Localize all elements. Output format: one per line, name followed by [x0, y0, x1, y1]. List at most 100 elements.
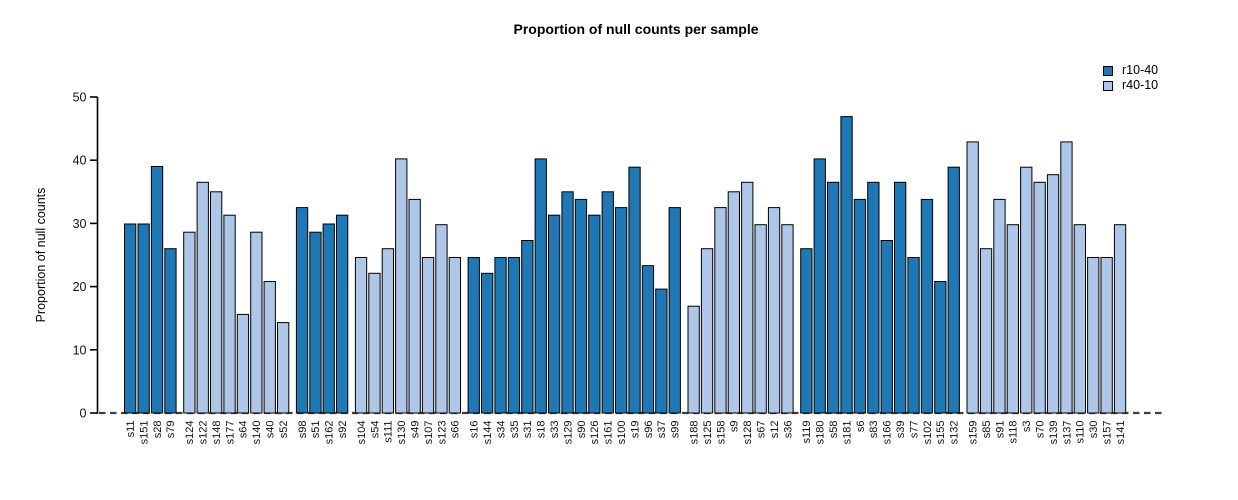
bar-s58	[827, 181, 840, 414]
x-tick-label: s31	[522, 421, 534, 439]
y-tick-label: 40	[73, 154, 87, 168]
x-tick-label: s104	[356, 421, 368, 445]
x-tick-label: s188	[689, 421, 701, 445]
bar-s70	[1033, 181, 1046, 414]
bar-s181	[840, 116, 853, 414]
bar-s130	[395, 158, 408, 414]
bar-s36	[781, 224, 794, 414]
bar-s107	[421, 257, 435, 414]
x-tick-label: s52	[278, 421, 290, 439]
bar-s16	[467, 257, 480, 414]
x-tick-label: s148	[211, 421, 223, 445]
bar-s34	[494, 257, 507, 414]
bar-s188	[687, 305, 700, 414]
bar-s158	[714, 207, 727, 414]
x-tick-label: s30	[1088, 421, 1100, 439]
bar-s155	[934, 281, 947, 414]
bar-s124	[183, 231, 196, 414]
x-tick-label: s155	[935, 421, 947, 445]
x-tick-label: s58	[828, 421, 840, 439]
x-tick-label: s157	[1102, 421, 1114, 445]
bar-s144	[481, 272, 494, 414]
bar-s118	[1006, 224, 1020, 414]
legend: r10-40 r40-10	[1103, 64, 1158, 92]
bar-s161	[601, 191, 614, 414]
x-tick-label: s85	[981, 421, 993, 439]
x-tick-label: s79	[165, 421, 177, 439]
x-tick-label: s122	[198, 421, 210, 445]
bar-s148	[210, 191, 223, 414]
x-tick-label: s40	[265, 421, 277, 439]
x-tick-label: s132	[949, 421, 961, 445]
x-tick-label: s16	[469, 421, 481, 439]
bar-s111	[381, 248, 395, 414]
bar-s31	[521, 240, 534, 414]
bar-s139	[1046, 174, 1060, 414]
legend-label: r10-40	[1122, 63, 1159, 77]
x-tick-label: s144	[482, 421, 494, 445]
bar-s132	[947, 166, 960, 414]
x-tick-label: s140	[251, 421, 263, 445]
x-tick-label: s130	[396, 421, 408, 445]
x-tick-label: s124	[184, 421, 196, 445]
x-tick-label: s54	[369, 421, 381, 439]
bar-s119	[800, 248, 813, 414]
bar-s66	[448, 257, 462, 414]
x-tick-label: s92	[337, 421, 349, 439]
x-tick-label: s128	[742, 421, 754, 445]
bar-s96	[641, 265, 655, 414]
x-tick-label: s51	[310, 421, 322, 439]
x-tick-label: s166	[882, 421, 894, 445]
x-tick-label: s33	[549, 421, 561, 439]
x-tick-label: s9	[729, 421, 741, 433]
y-tick-label: 0	[80, 407, 87, 421]
bar-s98	[295, 207, 309, 414]
bar-s122	[196, 181, 209, 414]
x-tick-label: s126	[589, 421, 601, 445]
legend-swatch-icon	[1103, 80, 1113, 91]
x-tick-label: s180	[815, 421, 827, 445]
bar-s166	[880, 240, 893, 414]
bar-s9	[727, 191, 741, 414]
x-tick-label: s91	[994, 421, 1006, 439]
x-tick-label: s181	[841, 421, 853, 445]
bar-s92	[336, 214, 349, 414]
bar-s104	[354, 257, 368, 414]
bar-s83	[867, 181, 880, 414]
bar-s141	[1113, 224, 1127, 414]
chart-title: Proportion of null counts per sample	[513, 21, 759, 37]
x-tick-label: s158	[715, 421, 727, 445]
x-tick-label: s162	[324, 421, 336, 445]
x-tick-label: s34	[495, 421, 507, 439]
x-tick-label: s11	[125, 421, 137, 438]
x-tick-label: s66	[450, 421, 462, 439]
bar-s79	[164, 248, 177, 414]
bar-s91	[993, 198, 1006, 414]
bar-s49	[408, 198, 421, 414]
x-tick-label: s6	[855, 421, 867, 433]
x-tick-label: s67	[756, 421, 768, 439]
y-tick-label: 20	[73, 280, 87, 294]
x-tick-label: s161	[603, 421, 615, 445]
x-tick-label: s70	[1035, 421, 1047, 439]
bar-s128	[741, 181, 754, 414]
bar-s85	[979, 248, 993, 414]
bar-s54	[368, 272, 381, 414]
x-tick-label: s141	[1115, 421, 1127, 445]
bar-s18	[534, 158, 547, 414]
bar-s123	[435, 224, 448, 414]
bar-s6	[853, 198, 867, 414]
x-tick-label: s139	[1048, 421, 1060, 445]
x-tick-label: s19	[629, 421, 641, 439]
x-tick-label: s111	[383, 421, 395, 443]
x-tick-label: s12	[769, 421, 781, 439]
x-tick-label: s177	[224, 421, 236, 445]
x-tick-label: s110	[1075, 421, 1087, 444]
x-tick-label: s107	[423, 421, 435, 445]
bar-s51	[309, 231, 322, 414]
bar-s64	[236, 313, 250, 414]
bar-s35	[507, 257, 521, 414]
legend-swatch-icon	[1103, 65, 1113, 76]
bar-s137	[1060, 141, 1073, 414]
